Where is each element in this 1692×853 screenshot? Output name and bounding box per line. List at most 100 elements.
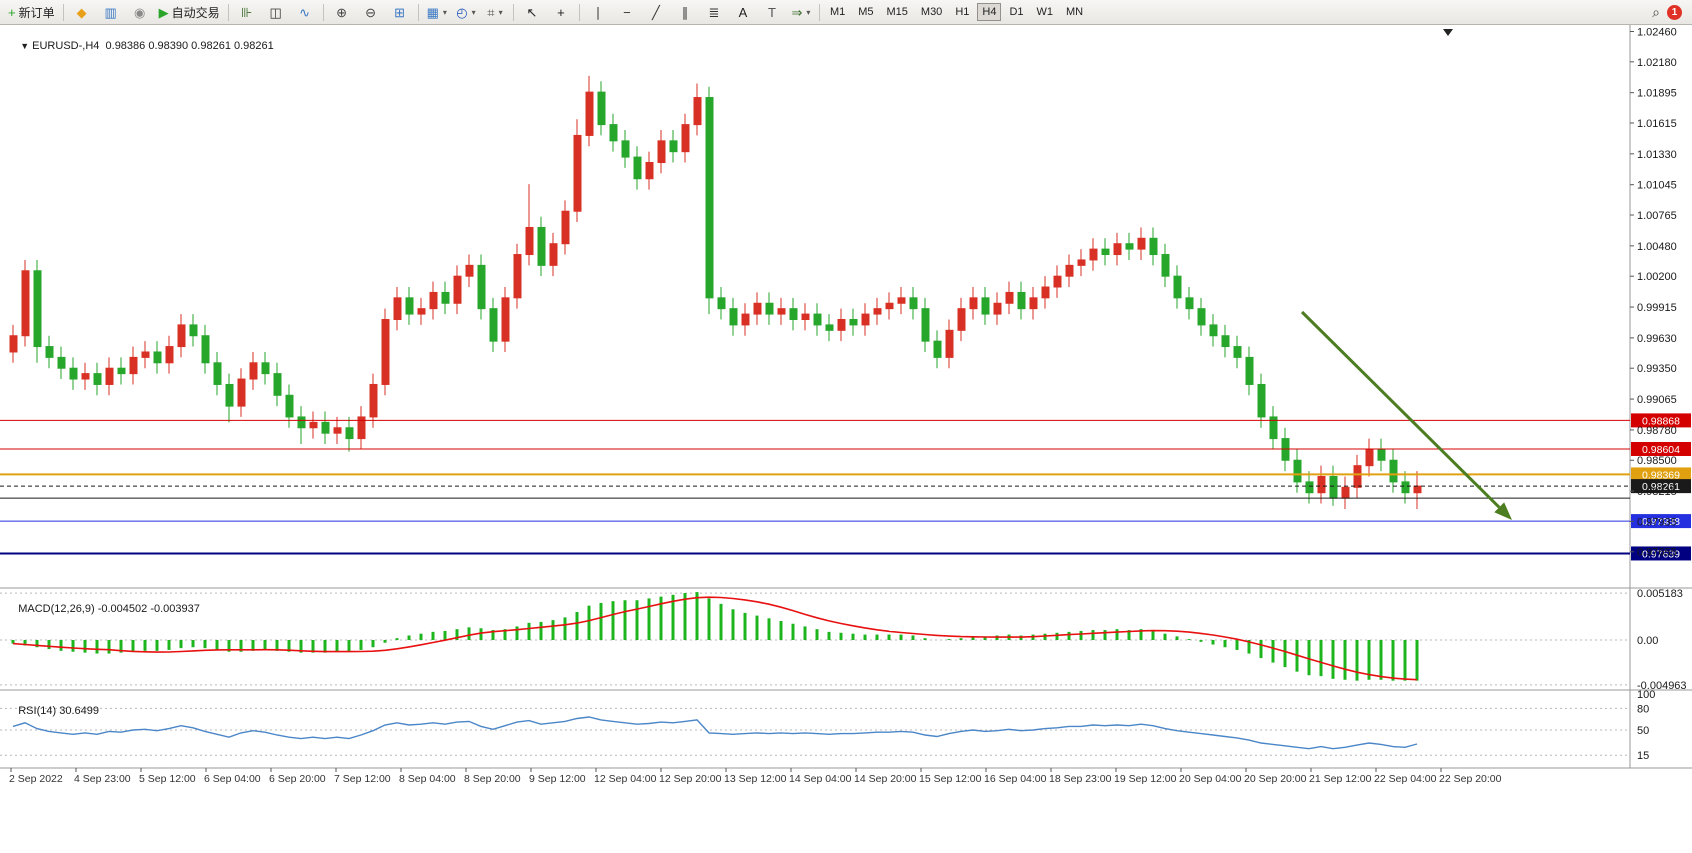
svg-text:6 Sep 04:00: 6 Sep 04:00: [204, 773, 261, 785]
terminal-icon: ◉: [133, 4, 146, 20]
arrows-button[interactable]: ⇒ ▾: [787, 1, 815, 23]
svg-text:0.98500: 0.98500: [1637, 455, 1677, 467]
svg-text:100: 100: [1637, 689, 1655, 701]
chevron-down-icon: ▾: [471, 7, 476, 17]
svg-text:0.99350: 0.99350: [1637, 363, 1677, 375]
crosshair-icon: +: [557, 4, 565, 20]
timeframe-m5[interactable]: M5: [858, 6, 874, 18]
indicators-icon: ⌗: [487, 4, 495, 20]
timeframe-h1[interactable]: H1: [955, 6, 970, 18]
svg-text:1.02460: 1.02460: [1637, 26, 1677, 38]
autotrading-button-label: 自动交易: [171, 5, 220, 20]
svg-text:4 Sep 23:00: 4 Sep 23:00: [74, 773, 131, 785]
svg-text:0.97935: 0.97935: [1637, 516, 1677, 528]
new-chart-button[interactable]: ▦ ▾: [423, 1, 451, 23]
tile-windows-button[interactable]: ⊞: [386, 1, 414, 23]
toolbar-separator: [322, 3, 324, 21]
timeframe-d1[interactable]: D1: [1009, 6, 1024, 18]
timeframe-m30[interactable]: M30: [920, 6, 943, 18]
svg-text:0.99915: 0.99915: [1637, 302, 1677, 314]
one-click-collapse-icon[interactable]: ▼: [20, 41, 30, 51]
svg-text:12 Sep 04:00: 12 Sep 04:00: [594, 773, 657, 785]
toolbar-separator: [578, 3, 580, 21]
svg-text:14 Sep 20:00: 14 Sep 20:00: [854, 773, 917, 785]
macd-value-main: -0.004502: [97, 603, 148, 615]
toolbar-separator: [227, 3, 229, 21]
toolbar-separator: [417, 3, 419, 21]
text-label-button[interactable]: T: [758, 1, 786, 23]
arrow-styles-icon: ⇒: [791, 4, 803, 20]
svg-text:2 Sep 2022: 2 Sep 2022: [9, 773, 63, 785]
zoom-out-icon: ⊖: [365, 4, 377, 20]
timeframe-m15[interactable]: M15: [886, 6, 908, 18]
chart-canvas[interactable]: 0.98868 0.98604 0.98369 0.97938 0.97639 0.982…: [0, 25, 1692, 790]
macd-label: MACD(12,26,9) -0.004502 -0.003937: [6, 591, 200, 627]
cursor-button[interactable]: ↖: [518, 1, 546, 23]
svg-text:1.00200: 1.00200: [1637, 271, 1677, 283]
zoom-out-button[interactable]: ⊖: [357, 1, 385, 23]
time-axis[interactable]: 2 Sep 2022 4 Sep 23:00 5 Sep 12:00 6 Sep 04…: [9, 768, 1502, 785]
toolbar: + 新订单 ◆ ▥ ◉ ▶ 自动交易 ⊪ ◫ ∿ ⊕ ⊖ ⊞ ▦ ▾ ◴ ▾ ⌗ ▾ ↖ + ∣ − ╱ ∥ ≣ A T ⇒ ▾ M1 M5 M…: [0, 0, 1692, 25]
search-icon[interactable]: ⌕: [1652, 3, 1660, 20]
svg-text:-0.004963: -0.004963: [1637, 680, 1687, 692]
line-chart-button[interactable]: ∿: [291, 1, 319, 23]
profiles-button[interactable]: ◴ ▾: [452, 1, 480, 23]
terminal-button[interactable]: ◉: [126, 1, 154, 23]
vertical-line-button[interactable]: ∣: [584, 1, 612, 23]
svg-text:7 Sep 12:00: 7 Sep 12:00: [334, 773, 391, 785]
bar-chart-icon: ⊪: [240, 4, 253, 20]
zoom-in-button[interactable]: ⊕: [328, 1, 356, 23]
market-watch-button[interactable]: ◆: [68, 1, 96, 23]
tile-windows-icon: ⊞: [394, 4, 406, 20]
trend-arrow[interactable]: [1300, 310, 1512, 520]
svg-text:0.98261: 0.98261: [1642, 481, 1680, 493]
timeframe-h4[interactable]: H4: [977, 3, 1002, 21]
svg-text:8 Sep 04:00: 8 Sep 04:00: [399, 773, 456, 785]
svg-text:1.01045: 1.01045: [1637, 180, 1677, 192]
svg-text:5 Sep 12:00: 5 Sep 12:00: [139, 773, 196, 785]
svg-text:22 Sep 20:00: 22 Sep 20:00: [1439, 773, 1502, 785]
channel-button[interactable]: ∥: [671, 1, 699, 23]
crosshair-button[interactable]: +: [547, 1, 575, 23]
svg-text:0.005183: 0.005183: [1637, 588, 1683, 600]
svg-text:13 Sep 12:00: 13 Sep 12:00: [724, 773, 787, 785]
text-button[interactable]: A: [729, 1, 757, 23]
timeframe-m1[interactable]: M1: [829, 6, 846, 18]
chart-area[interactable]: ▼ EURUSD-,H4 0.98386 0.98390 0.98261 0.98…: [0, 25, 1692, 790]
timeframe-w1[interactable]: W1: [1036, 6, 1054, 18]
svg-text:0.98369: 0.98369: [1642, 469, 1680, 481]
svg-text:1.01615: 1.01615: [1637, 118, 1677, 130]
svg-text:1.01895: 1.01895: [1637, 88, 1677, 100]
autotrading-button[interactable]: ▶ 自动交易: [155, 1, 224, 23]
horizontal-line-button[interactable]: −: [613, 1, 641, 23]
svg-text:19 Sep 12:00: 19 Sep 12:00: [1114, 773, 1177, 785]
svg-text:0.98780: 0.98780: [1637, 425, 1677, 437]
data-window-icon: ▥: [104, 4, 117, 20]
svg-text:18 Sep 23:00: 18 Sep 23:00: [1049, 773, 1112, 785]
horizontal-lines-layer[interactable]: 0.98868 0.98604 0.98369 0.97938 0.97639 0.982…: [0, 413, 1691, 561]
vertical-line-icon: ∣: [594, 4, 602, 20]
macd-layer: [0, 592, 1630, 686]
trendline-icon: ╱: [652, 4, 660, 20]
trendline-button[interactable]: ╱: [642, 1, 670, 23]
rsi-label: RSI(14) 30.6499: [6, 693, 99, 729]
indicators-button[interactable]: ⌗ ▾: [481, 1, 509, 23]
price-axis[interactable]: 1.02460 1.02180 1.01895 1.01615 1.01330 1.010…: [1630, 26, 1687, 762]
text-icon: A: [738, 4, 748, 20]
svg-text:0.97938: 0.97938: [1642, 516, 1680, 528]
notification-badge[interactable]: 1: [1667, 4, 1682, 20]
fibonacci-button[interactable]: ≣: [700, 1, 728, 23]
grid-layer: [0, 25, 1692, 769]
bar-chart-button[interactable]: ⊪: [233, 1, 261, 23]
svg-text:0.99065: 0.99065: [1637, 394, 1677, 406]
candlestick-chart-button[interactable]: ◫: [262, 1, 290, 23]
svg-text:9 Sep 12:00: 9 Sep 12:00: [529, 773, 586, 785]
text-label-icon: T: [767, 4, 776, 20]
timeframe-mn[interactable]: MN: [1066, 6, 1084, 18]
new-order-button[interactable]: + 新订单: [4, 1, 59, 23]
fibonacci-icon: ≣: [708, 4, 720, 20]
svg-text:1.01330: 1.01330: [1637, 149, 1677, 161]
new-order-icon: +: [8, 4, 16, 20]
svg-text:50: 50: [1637, 725, 1649, 737]
data-window-button[interactable]: ▥: [97, 1, 125, 23]
